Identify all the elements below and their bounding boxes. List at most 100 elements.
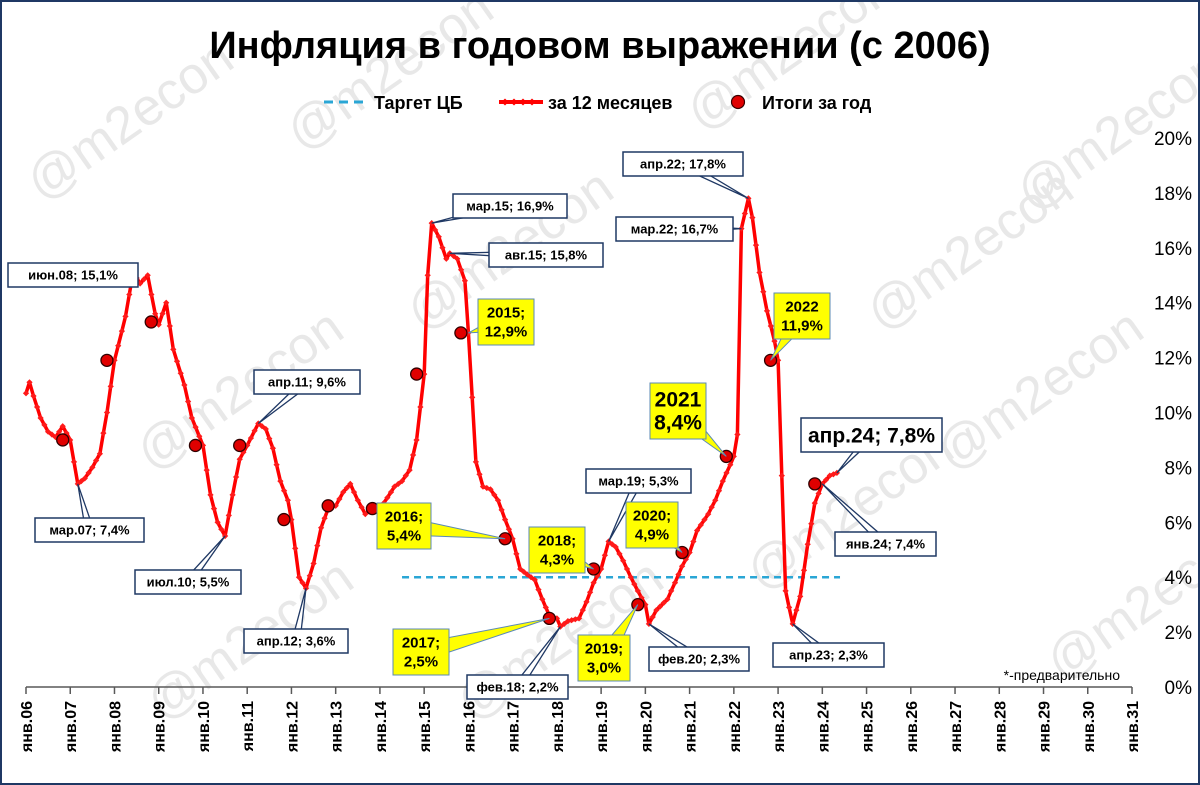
- annual-point: [808, 477, 822, 491]
- annotation-point: фев.18; 2,2%: [466, 626, 569, 700]
- series-12m-point: [70, 458, 78, 466]
- annotation-year: 2015; 12,9%: [468, 298, 535, 346]
- series-12m-point: [785, 604, 793, 611]
- annual-point: [100, 353, 114, 367]
- annotation-label-line: 2022: [785, 299, 818, 316]
- y-tick-label: 8%: [1165, 458, 1193, 479]
- series-12m-point: [251, 427, 258, 434]
- series-12m-point: [166, 322, 173, 330]
- series-12m-line: [24, 196, 838, 629]
- series-12m-point: [395, 480, 402, 488]
- annotation-point: июл.10; 5,5%: [134, 535, 242, 595]
- y-tick-label: 18%: [1154, 184, 1192, 205]
- annotation-label-line: 2,5%: [404, 654, 438, 671]
- series-12m-point: [391, 483, 398, 490]
- series-12m-point: [229, 491, 236, 499]
- series-12m-point: [590, 579, 597, 586]
- series-12m-point: [822, 476, 830, 483]
- annotation-box: [800, 417, 943, 453]
- annotation-point: апр.24; 7,8%: [800, 417, 943, 474]
- series-12m-point: [653, 606, 660, 614]
- annotation-label: фев.18; 2,2%: [476, 680, 559, 695]
- y-tick-label: 6%: [1165, 513, 1193, 534]
- annotation-box: [615, 216, 734, 242]
- annotation-label: фев.20; 2,3%: [658, 652, 741, 667]
- x-tick-label: янв.27: [948, 701, 965, 753]
- series-12m-point: [103, 409, 111, 416]
- legend-annual-swatch: [730, 94, 746, 110]
- series-12m-point: [266, 435, 273, 442]
- annual-point: [409, 367, 424, 381]
- x-tick-label: янв.22: [727, 701, 744, 753]
- annotation-box: [488, 242, 604, 268]
- series-12m-point: [292, 545, 299, 552]
- series-12m-point: [804, 541, 811, 548]
- series-12m-point: [583, 598, 590, 606]
- y-tick-label: 4%: [1165, 568, 1193, 589]
- x-tick-label: янв.29: [1037, 701, 1054, 753]
- series-12m-point: [539, 596, 546, 603]
- series-12m-point: [513, 550, 520, 558]
- annotation-label-line: 4,9%: [635, 527, 669, 544]
- annotation-box: [466, 674, 569, 700]
- x-tick-label: янв.28: [992, 701, 1009, 753]
- series-12m-point: [398, 477, 406, 485]
- series-12m-point: [362, 510, 369, 518]
- x-tick-label: янв.08: [107, 701, 124, 753]
- annotation-box: [577, 634, 631, 682]
- annotation-label-line: 2017;: [402, 635, 440, 652]
- series-12m-point: [668, 587, 675, 595]
- series-12m-point: [697, 521, 704, 529]
- watermark-text: @m2econ: [676, 2, 904, 142]
- annotation-point: фев.20; 2,3%: [648, 623, 750, 672]
- series-12m-point: [808, 520, 815, 527]
- series-12m-point: [656, 603, 664, 610]
- series-12m-point: [476, 471, 483, 478]
- legend-12m-marker: [528, 98, 536, 106]
- y-tick-label: 12%: [1154, 349, 1192, 370]
- series-12m-point: [384, 494, 391, 501]
- series-12m-point: [347, 480, 354, 488]
- series-12m-point: [424, 272, 431, 279]
- annotation-label: мар.22; 16,7%: [631, 222, 719, 237]
- annotation-year: 2022 11,9%: [770, 292, 831, 361]
- x-tick-label: янв.20: [638, 701, 655, 753]
- x-tick-label: янв.14: [373, 701, 390, 753]
- series-12m-point: [214, 519, 221, 526]
- series-annual: [56, 315, 822, 626]
- series-12m-point: [675, 571, 682, 578]
- series-12m-point: [690, 538, 697, 545]
- x-tick-label: янв.19: [594, 701, 611, 753]
- series-12m-point: [793, 606, 800, 614]
- annotation-label-line: 2019;: [585, 641, 623, 658]
- x-tick-label: янв.10: [196, 701, 213, 753]
- annotation-label-line: 11,9%: [781, 318, 823, 335]
- series-12m-point: [280, 487, 288, 494]
- annotation-point: мар.19; 5,3%: [585, 468, 692, 542]
- series-12m-point: [126, 291, 133, 298]
- x-tick-label: янв.30: [1081, 701, 1098, 753]
- annotation-box: [622, 151, 744, 177]
- annotation-box: [34, 517, 145, 543]
- series-12m-point: [579, 606, 586, 614]
- x-tick-label: янв.16: [461, 701, 478, 753]
- series-12m-point: [561, 620, 568, 628]
- y-tick-label: 14%: [1154, 294, 1192, 315]
- annotation-box: [376, 502, 432, 550]
- annotation-label-line: 2015;: [487, 305, 525, 322]
- series-12m-point: [100, 429, 107, 437]
- series-12m-point: [258, 423, 266, 430]
- x-tick-label: янв.26: [904, 701, 921, 753]
- annotation-point: апр.22; 17,8%: [622, 151, 749, 199]
- series-12m-point: [693, 527, 701, 534]
- series-12m-point: [678, 563, 686, 570]
- preliminary-note: *-предварительно: [1004, 667, 1121, 683]
- series-12m-point: [232, 473, 240, 481]
- annotation-point: янв.24; 7,4%: [821, 483, 937, 557]
- annotation-box: [392, 628, 450, 676]
- series-12m-point: [712, 497, 719, 504]
- watermark-text: @m2econ: [1036, 508, 1198, 692]
- series-12m-point: [800, 567, 808, 574]
- annotation-label: мар.19; 5,3%: [598, 474, 679, 489]
- y-tick-label: 20%: [1154, 129, 1192, 150]
